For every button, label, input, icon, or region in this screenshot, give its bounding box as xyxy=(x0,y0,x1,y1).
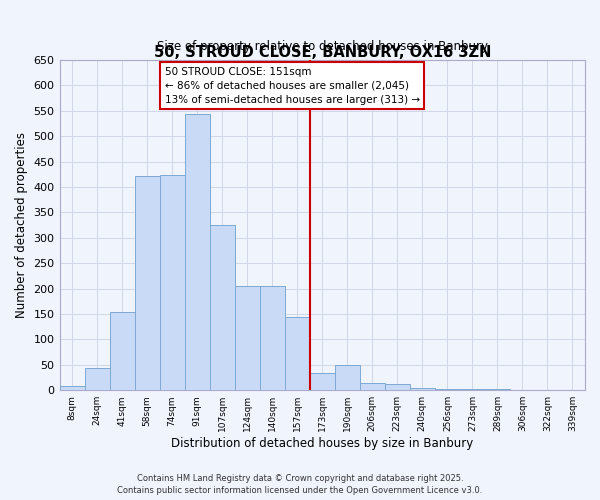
Bar xyxy=(85,368,110,390)
Text: 50 STROUD CLOSE: 151sqm
← 86% of detached houses are smaller (2,045)
13% of semi: 50 STROUD CLOSE: 151sqm ← 86% of detache… xyxy=(164,66,420,104)
X-axis label: Distribution of detached houses by size in Banbury: Distribution of detached houses by size … xyxy=(171,437,473,450)
Bar xyxy=(110,312,134,390)
Bar xyxy=(160,175,185,390)
Bar xyxy=(310,373,335,390)
Bar xyxy=(235,286,260,390)
Bar xyxy=(485,389,510,390)
Bar xyxy=(285,317,310,390)
Bar xyxy=(410,388,435,390)
Bar xyxy=(335,366,360,390)
Bar xyxy=(260,286,285,390)
Bar xyxy=(435,388,460,390)
Bar xyxy=(134,176,160,390)
Bar xyxy=(460,389,485,390)
Y-axis label: Number of detached properties: Number of detached properties xyxy=(15,132,28,318)
Bar xyxy=(360,383,385,390)
Bar xyxy=(59,386,85,390)
Bar xyxy=(385,384,410,390)
Text: Size of property relative to detached houses in Banbury: Size of property relative to detached ho… xyxy=(157,40,488,54)
Title: 50, STROUD CLOSE, BANBURY, OX16 3ZN: 50, STROUD CLOSE, BANBURY, OX16 3ZN xyxy=(154,45,491,60)
Text: Contains HM Land Registry data © Crown copyright and database right 2025.
Contai: Contains HM Land Registry data © Crown c… xyxy=(118,474,482,495)
Bar xyxy=(185,114,209,390)
Bar xyxy=(209,225,235,390)
